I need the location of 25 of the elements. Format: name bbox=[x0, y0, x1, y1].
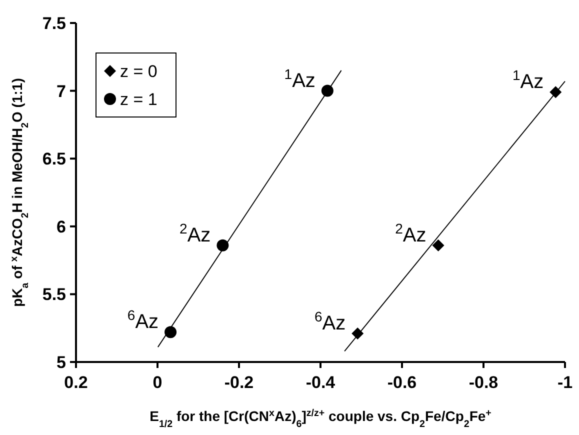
x-tick-label: -0.6 bbox=[387, 373, 417, 392]
y-tick-label: 5.5 bbox=[42, 285, 66, 304]
y-tick-label: 7.5 bbox=[42, 14, 66, 33]
point bbox=[432, 239, 444, 252]
x-tick-label: 0 bbox=[152, 373, 162, 392]
point bbox=[216, 239, 229, 252]
annotation: $^{2}$Az bbox=[395, 220, 426, 246]
y-tick-label: 6.5 bbox=[42, 150, 66, 169]
annotation: $^{6}$Az bbox=[127, 307, 159, 334]
y-tick-label: 5 bbox=[56, 352, 66, 372]
legend-label: z = 1 bbox=[120, 90, 158, 109]
x-tick-label: -1 bbox=[557, 373, 573, 392]
y-tick-label: 7 bbox=[56, 82, 66, 101]
annotation: $^{6}$Az bbox=[314, 308, 346, 335]
text: E$_{1/2}$ for the [Cr(CN$^{x}$Az)$_{6}$]$^{z/z+}$ couple vs. Cp$_{2}$Fe/Cp$_{2}$Fe$^{+}$ bbox=[150, 408, 492, 430]
annotation: $^{2}$Az bbox=[180, 220, 211, 246]
annotation: $^{1}$Az bbox=[512, 67, 544, 94]
legend-label: z = 0 bbox=[120, 62, 158, 81]
annotation: $^{1}$Az bbox=[284, 66, 316, 92]
y-tick-label: 6 bbox=[56, 217, 66, 236]
x-tick-label: 0.2 bbox=[64, 373, 88, 392]
point bbox=[164, 326, 177, 338]
x-tick-label: -0.2 bbox=[224, 373, 254, 392]
x-tick-label: -0.8 bbox=[468, 373, 498, 392]
x-tick-label: -0.4 bbox=[306, 373, 336, 392]
